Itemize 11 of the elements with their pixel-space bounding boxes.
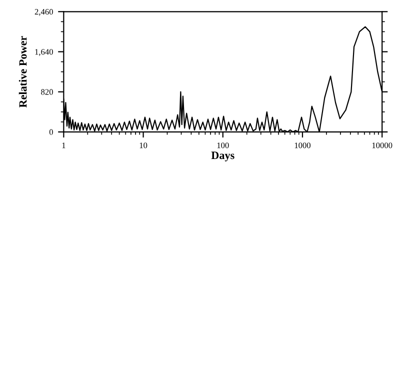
- y-tick-label: 2,460: [34, 8, 53, 16]
- y-tick-label: 1,640: [35, 49, 53, 56]
- x-tick-label: 1: [62, 142, 66, 148]
- y-tick-label: 820: [41, 89, 53, 95]
- y-tick-label: 0: [49, 129, 53, 135]
- y-axis-title: Relative Power: [18, 36, 27, 108]
- x-tick-label: 10000: [372, 142, 392, 148]
- x-tick-label: 1000: [294, 142, 310, 148]
- x-tick-label: 100: [217, 142, 229, 148]
- x-tick-label: 10: [140, 142, 148, 148]
- x-axis-title: Days: [211, 152, 234, 162]
